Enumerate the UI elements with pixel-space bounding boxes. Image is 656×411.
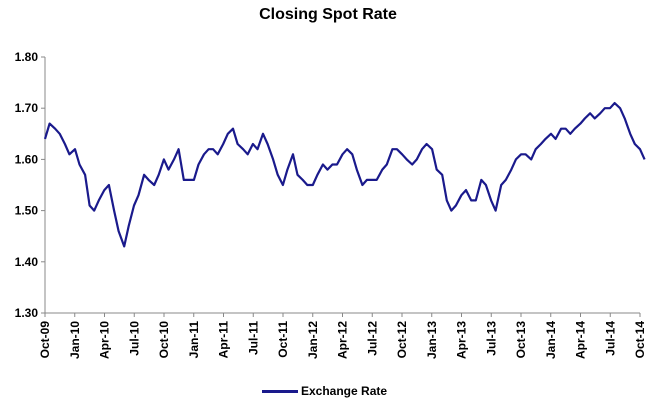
y-tick-label: 1.60 — [15, 152, 39, 166]
y-tick-label: 1.80 — [15, 50, 39, 64]
x-tick-label: Oct-13 — [514, 321, 528, 359]
x-tick-label: Oct-12 — [395, 321, 409, 359]
series-line-exchange-rate — [43, 101, 646, 248]
x-tick-label: Apr-13 — [455, 321, 469, 359]
legend-label: Exchange Rate — [301, 384, 388, 398]
x-tick-label: Apr-10 — [98, 321, 112, 359]
y-tick-label: 1.50 — [15, 204, 39, 218]
x-tick-label: Jul-12 — [365, 321, 379, 356]
x-tick-label: Jul-11 — [246, 321, 260, 355]
legend-swatch — [262, 389, 298, 393]
x-tick-label: Jan-11 — [187, 321, 201, 359]
x-tick-label: Jan-14 — [544, 321, 558, 359]
x-tick-label: Jul-10 — [127, 321, 141, 356]
y-tick-label: 1.40 — [15, 255, 39, 269]
x-tick-label: Oct-09 — [38, 321, 52, 359]
x-tick-label: Apr-12 — [336, 321, 350, 359]
x-tick-label: Apr-11 — [217, 321, 231, 359]
x-tick-label: Jul-13 — [484, 321, 498, 356]
x-tick-label: Jan-12 — [306, 321, 320, 359]
x-tick-label: Oct-10 — [157, 321, 171, 359]
chart-title: Closing Spot Rate — [259, 6, 397, 23]
x-tick-label: Jan-13 — [425, 321, 439, 359]
x-tick-label: Oct-11 — [276, 321, 290, 358]
y-tick-label: 1.30 — [15, 306, 39, 320]
x-tick-label: Jul-14 — [603, 321, 617, 356]
x-tick-label: Oct-14 — [633, 321, 647, 359]
y-tick-label: 1.70 — [15, 101, 39, 115]
x-tick-label: Jan-10 — [68, 321, 82, 359]
legend: Exchange Rate — [262, 384, 387, 398]
x-tick-label: Apr-14 — [574, 321, 588, 359]
